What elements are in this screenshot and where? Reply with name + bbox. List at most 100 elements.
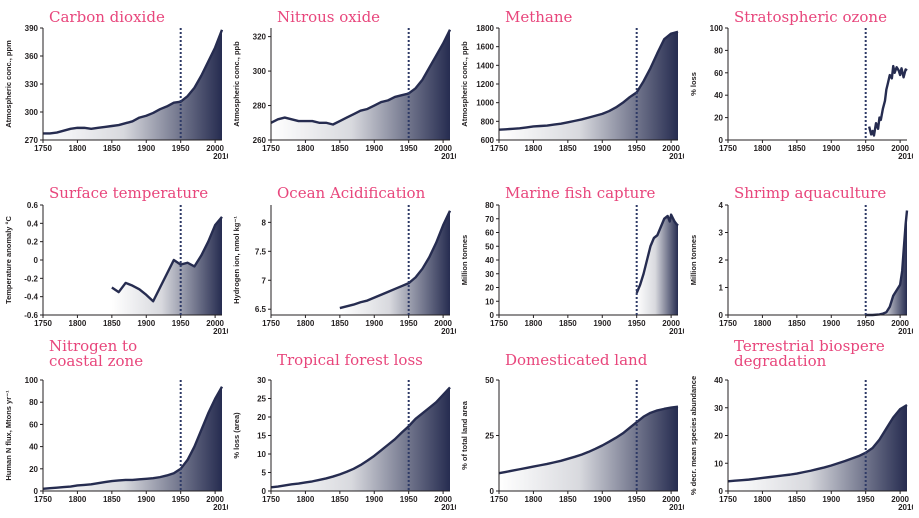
x-tick-label: 1950 [628,144,646,153]
x-tick-label: 1750 [262,495,280,504]
y-tick-label: 0 [262,487,267,496]
y-tick-label: 100 [25,376,39,385]
x-tick-label: 1750 [34,144,52,153]
x-tick-label: 1800 [69,144,87,153]
y-tick-label: 7.5 [255,247,267,256]
x-tick-label: 2000 [662,319,680,328]
x-tick-label: 1750 [719,495,737,504]
y-tick-label: 60 [29,420,38,429]
x-tick-label: 2000 [434,495,452,504]
y-tick-label: 300 [253,67,267,76]
x-tick-label: 1850 [559,495,577,504]
x-tick-label: 1950 [400,144,418,153]
y-tick-label: 50 [485,376,494,385]
x-tick-label: 1800 [754,319,772,328]
series-line [339,210,452,310]
y-tick-label: 0 [719,311,724,320]
chart-panel: Nitrous oxide 1750 1800 1850 1900 1950 2000 201… [228,0,456,175]
x-tick-label: 2000 [662,495,680,504]
chart-panel: Carbon dioxide 1750 1800 1850 1900 1950 2000 20… [0,0,228,175]
x-tick-label: 2000 [434,144,452,153]
y-tick-label: 300 [25,108,39,117]
series-line [270,386,451,489]
y-tick-label: 1 [719,284,724,293]
y-tick-label: 20 [29,465,38,474]
series-area [728,404,907,491]
y-tick-label: 270 [25,136,39,145]
x-tick-label: 1850 [331,495,349,504]
y-tick-label: 15 [257,432,266,441]
series-line [867,64,908,137]
series-area [339,210,450,315]
x-tick-label: 1800 [525,495,543,504]
chart-panel: Stratospheric ozone 1750 1800 1850 1900 1950 2… [685,0,913,175]
y-tick-label: 70 [485,215,494,224]
x-tick-label: 1950 [628,319,646,328]
y-axis-label: Atmospheric conc., ppb [460,41,469,127]
y-tick-label: 10 [485,297,494,306]
x-tick-label: 1900 [593,319,611,328]
x-tick-label: 1900 [822,319,840,328]
y-tick-label: 3 [719,229,724,238]
chart-title: Marine fish capture [505,184,656,202]
x-tick-label: 1900 [365,144,383,153]
x-tick-label: 1900 [822,495,840,504]
chart-panel: Domesticated land 1750 1800 1850 1900 1950 200… [456,343,684,518]
x-tick-label: 1850 [331,319,349,328]
chart-panel: Ocean Acidification 1750 1800 1850 1900 1950 2… [228,175,456,350]
chart-title: Carbon dioxide [49,8,165,26]
y-tick-label: -0.6 [24,311,38,320]
y-tick-label: 4 [719,201,724,210]
y-tick-label: 40 [714,91,723,100]
x-tick-label: 1850 [559,319,577,328]
y-tick-label: 100 [710,24,724,33]
y-tick-label: 2 [719,256,724,265]
y-tick-label: 1600 [476,43,494,52]
y-axis-label: Million tonnes [460,235,469,285]
chart-panel: Surface temperature 1750 1800 1850 1900 1950 2… [0,175,228,350]
chart-panel: Tropical forest loss 1750 1800 1850 1900 1950… [228,343,456,518]
axes [727,28,907,141]
y-tick-label: 25 [485,432,494,441]
chart-title: Tropical forest loss [277,351,423,369]
chart-panel: Marine fish capture 1750 1800 1850 1900 1950 2… [456,175,684,350]
x-tick-label: 1800 [525,144,543,153]
x-tick-label: 2000 [206,319,224,328]
series-line [42,386,224,490]
x-tick-label: 1800 [754,495,772,504]
axes [727,205,907,316]
chart-panel: Nitrogen to coastal zone 1750 1800 1850 1900… [0,339,228,518]
chart-title: Stratospheric ozone [734,8,887,26]
series-area [865,210,907,315]
x-tick-label: 1750 [490,144,508,153]
y-tick-label: 60 [485,229,494,238]
x-tick-label: 1750 [262,319,280,328]
series-area [499,31,678,140]
x-tick-label: 1800 [69,495,87,504]
y-tick-label: 1200 [476,80,494,89]
y-tick-label: 40 [29,443,38,452]
y-tick-label: 8 [262,218,267,227]
x-tick-label: 1750 [34,319,52,328]
y-tick-label: 50 [485,242,494,251]
series-line [498,405,679,475]
x-tick-label: 1950 [628,495,646,504]
y-tick-label: 1400 [476,61,494,70]
y-tick-label: 0 [719,487,724,496]
chart-title: Surface temperature [49,184,209,202]
